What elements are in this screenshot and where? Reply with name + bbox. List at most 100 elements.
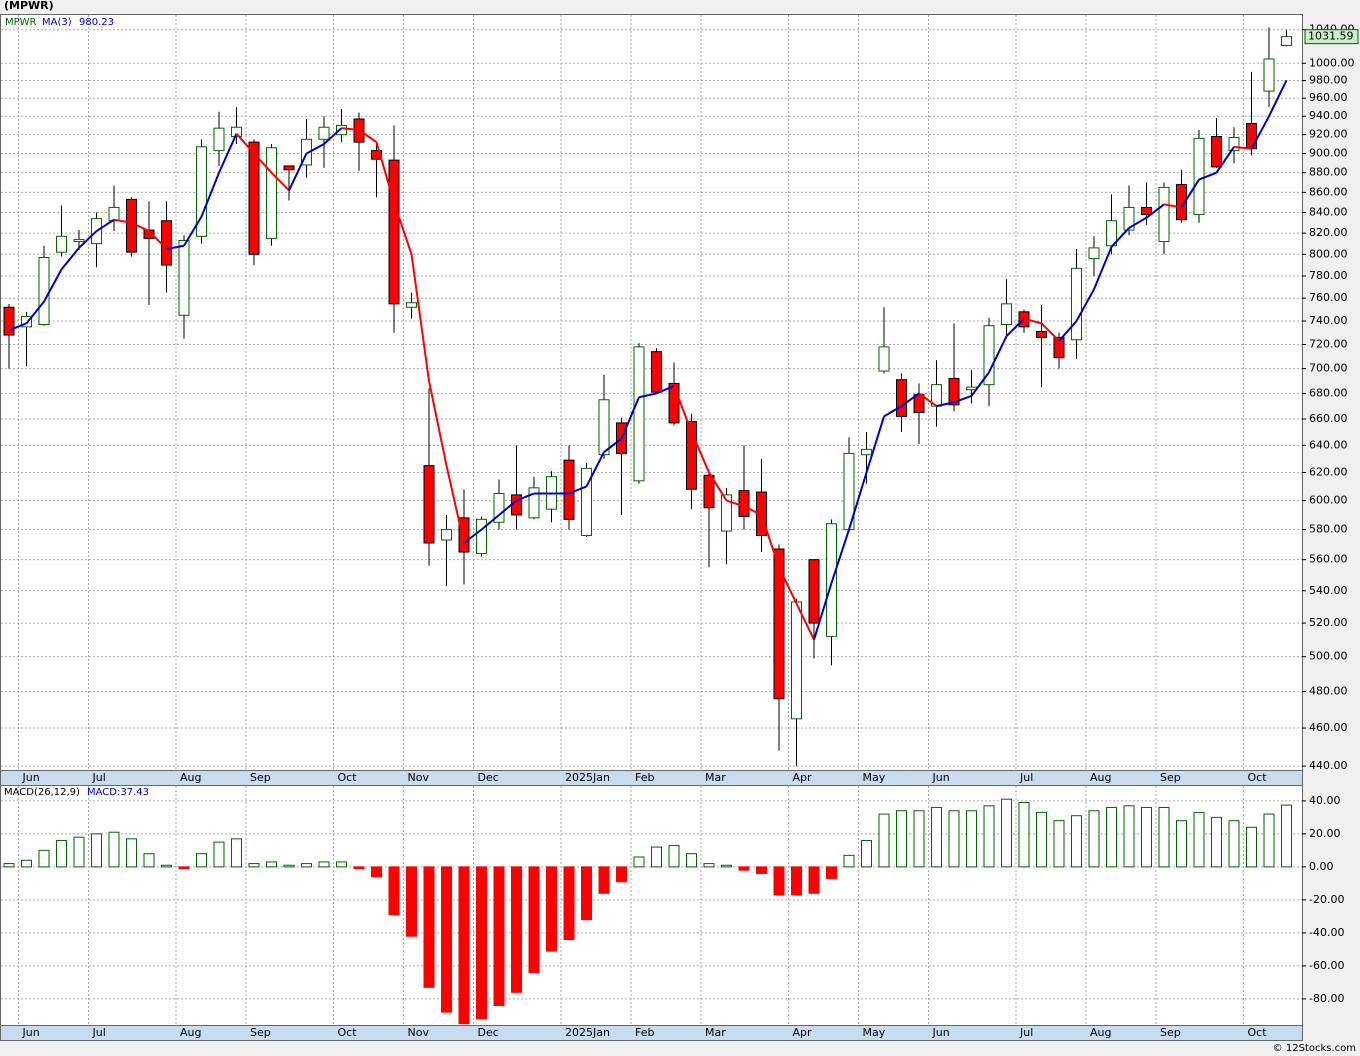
ma-line-segment xyxy=(918,392,938,407)
candle-body xyxy=(301,138,312,166)
x-tick-label: Nov xyxy=(408,1026,430,1039)
ma-line-segment xyxy=(1233,145,1252,150)
x-tick-label: Jul xyxy=(1019,771,1033,784)
ma-line-segment xyxy=(1198,171,1217,181)
y-tick-label: 480.00 xyxy=(1309,685,1348,698)
ma-line-segment xyxy=(358,129,378,143)
y-tick-label: 880.00 xyxy=(1309,166,1348,179)
macd-bar xyxy=(668,844,680,868)
candle-body xyxy=(861,448,872,456)
x-tick-label: Jun xyxy=(22,1026,40,1039)
candle-body xyxy=(178,239,190,316)
y-tick-label: 20.00 xyxy=(1309,827,1341,840)
x-tick-label: Mar xyxy=(705,1026,726,1039)
macd-bar xyxy=(651,846,662,868)
candle-body xyxy=(108,206,120,222)
candle-body xyxy=(1001,303,1012,326)
y-tick-label: 440.00 xyxy=(1309,759,1348,772)
candle-body xyxy=(598,399,610,456)
macd-bar xyxy=(3,863,15,868)
macd-bar xyxy=(1123,805,1135,868)
ma-line-segment xyxy=(1058,320,1078,342)
x-tick-label: Apr xyxy=(793,1026,813,1039)
candle-body xyxy=(1036,331,1047,338)
ma-line-segment xyxy=(1075,288,1095,322)
x-tick-label: 2025Jan xyxy=(565,1026,610,1039)
ma-line-segment xyxy=(498,499,518,516)
y-tick-label: 520.00 xyxy=(1309,616,1348,629)
ma-line-segment xyxy=(445,465,465,544)
y-tick-label: -40.00 xyxy=(1309,926,1344,939)
ma-line-segment xyxy=(988,335,1008,373)
macd-bar xyxy=(721,864,732,868)
macd-bar xyxy=(791,866,802,896)
ma-line-segment xyxy=(200,172,220,217)
macd-bar xyxy=(178,866,190,870)
y-tick-label: 860.00 xyxy=(1309,185,1348,198)
macd-bar xyxy=(546,866,557,952)
ma-line-segment xyxy=(936,401,955,408)
y-tick-label: -20.00 xyxy=(1309,893,1344,906)
macd-bar xyxy=(301,863,312,868)
x-tick-label: Oct xyxy=(338,1026,358,1039)
macd-bar xyxy=(528,866,540,974)
candle-body xyxy=(126,198,137,253)
legend-ma-value: 980.23 xyxy=(79,17,114,28)
macd-bar xyxy=(73,836,85,868)
candle-body xyxy=(773,548,785,700)
ma-line-segment xyxy=(410,254,430,382)
ma-line-segment xyxy=(865,416,885,473)
y-tick-label: 800.00 xyxy=(1309,247,1348,260)
ma-line-segment xyxy=(218,133,238,174)
y-tick-label: 620.00 xyxy=(1309,466,1348,479)
y-tick-label: 840.00 xyxy=(1309,206,1348,219)
ma-line-segment xyxy=(1023,317,1042,325)
macd-bar xyxy=(248,863,260,868)
candle-body xyxy=(1246,123,1257,150)
x-tick-label: Jul xyxy=(92,1026,106,1039)
ma-line-segment xyxy=(1163,203,1182,209)
macd-bar xyxy=(1263,813,1275,868)
y-tick-label: 680.00 xyxy=(1309,386,1348,399)
ma-line-segment xyxy=(375,141,395,203)
macd-bar xyxy=(388,866,400,916)
ma-line-segment xyxy=(183,216,203,247)
macd-bar xyxy=(1176,820,1187,868)
ma-line-segment xyxy=(516,492,535,502)
y-tick-label: 780.00 xyxy=(1309,269,1348,282)
candle-body xyxy=(511,494,522,516)
macd-bar xyxy=(21,859,32,868)
ma-line-segment xyxy=(1215,146,1235,174)
y-tick-label: 0.00 xyxy=(1309,860,1334,873)
macd-bar xyxy=(213,841,225,868)
macd-bar xyxy=(266,861,277,868)
candle-body xyxy=(73,238,85,243)
ma-line-segment xyxy=(1093,246,1113,290)
legend-macd-value: MACD:37.43 xyxy=(87,787,149,798)
candle-body xyxy=(668,382,680,424)
candle-body xyxy=(651,351,662,393)
macd-bar xyxy=(1036,811,1047,868)
macd-bar xyxy=(511,866,522,993)
ma-line-segment xyxy=(1110,227,1130,248)
macd-bar xyxy=(633,856,645,868)
macd-bar xyxy=(318,861,330,868)
macd-bar xyxy=(91,833,102,868)
ma-line-segment xyxy=(778,566,798,604)
ma-line-segment xyxy=(953,395,972,404)
ma-line-segment xyxy=(830,529,850,584)
candle-body xyxy=(1281,36,1292,46)
y-tick-label: 580.00 xyxy=(1309,523,1348,536)
candle-body xyxy=(738,490,750,517)
y-tick-label: -60.00 xyxy=(1309,959,1344,972)
macd-bar xyxy=(948,810,960,868)
candle-body xyxy=(213,127,225,152)
candle-body xyxy=(38,257,50,326)
candle-body xyxy=(1158,186,1170,243)
ma-line-segment xyxy=(323,127,343,145)
x-tick-label: May xyxy=(863,1026,886,1039)
ma-line-segment xyxy=(235,133,255,155)
candle-body xyxy=(248,141,260,255)
